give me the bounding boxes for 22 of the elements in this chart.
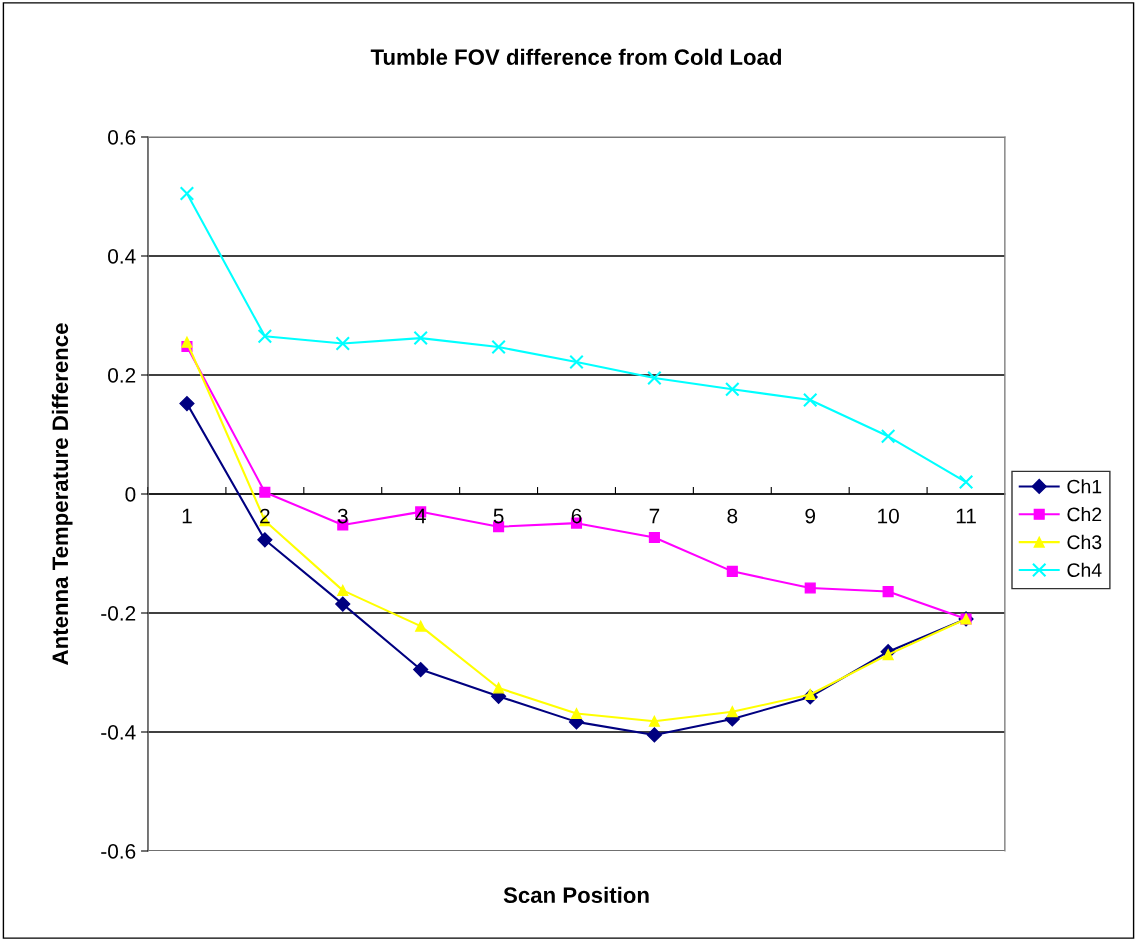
x-tick-label: 7 xyxy=(649,508,660,524)
x-tick-label: 9 xyxy=(805,508,816,524)
x-axis-title: Scan Position xyxy=(503,886,649,904)
x-tick-label: 11 xyxy=(956,508,976,524)
y-tick-label: 0.2 xyxy=(108,368,136,383)
y-tick-label: 0.6 xyxy=(108,130,136,145)
legend-label: Ch4 xyxy=(1067,562,1102,577)
x-tick-label: 10 xyxy=(878,508,899,524)
x-tick-label: 1 xyxy=(182,508,192,524)
y-axis-title: Antenna Temperature Difference xyxy=(51,323,73,665)
x-tick-label: 5 xyxy=(493,508,504,524)
x-tick-label: 8 xyxy=(727,508,738,524)
x-tick-label: 3 xyxy=(337,508,348,524)
y-tick-label: -0.4 xyxy=(101,725,136,740)
y-tick-label: 0 xyxy=(125,487,136,502)
chart-title: Tumble FOV difference from Cold Load xyxy=(370,48,782,65)
legend-label: Ch2 xyxy=(1067,507,1102,522)
legend-label: Ch1 xyxy=(1067,479,1102,494)
y-tick-label: -0.2 xyxy=(101,606,136,621)
y-tick-label: -0.6 xyxy=(101,844,136,859)
y-tick-label: 0.4 xyxy=(108,249,136,264)
legend-label: Ch3 xyxy=(1067,534,1102,550)
